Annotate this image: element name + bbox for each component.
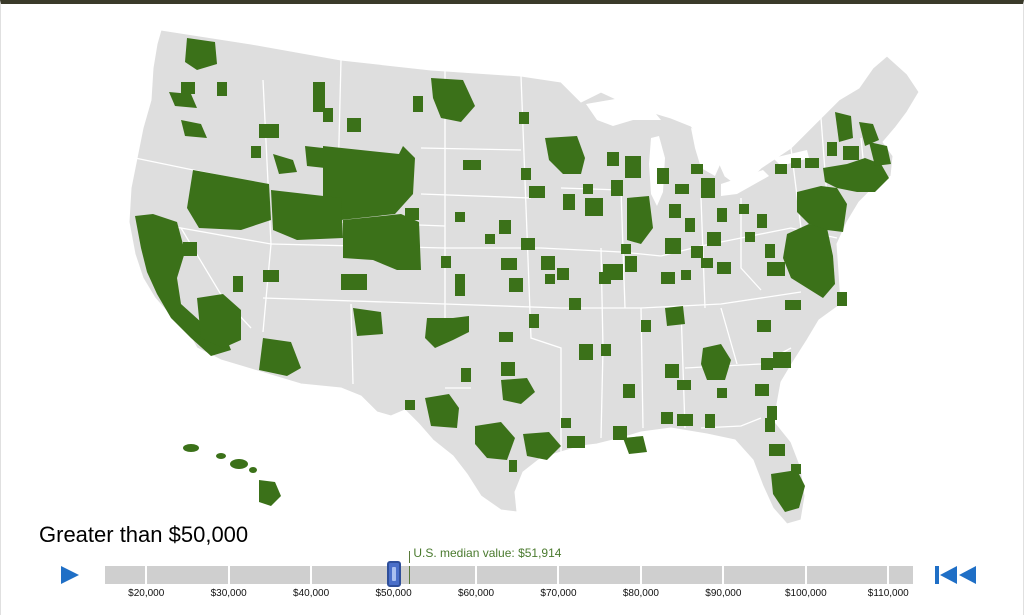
legend-caption: Greater than $50,000 — [39, 522, 249, 547]
lake-erie — [721, 170, 769, 196]
slider-tick-label: $110,000 — [867, 588, 909, 599]
slider-tick-label: $90,000 — [705, 588, 742, 599]
slider-tick — [557, 566, 560, 584]
lake-superior — [586, 98, 661, 126]
slider-tick-label: $70,000 — [540, 588, 577, 599]
slider-tick — [145, 566, 148, 584]
income-slider-track[interactable] — [105, 566, 913, 584]
median-marker — [409, 566, 411, 584]
slider-tick — [310, 566, 313, 584]
highlighted-counties — [135, 38, 891, 512]
rewind-button[interactable] — [933, 565, 979, 585]
slider-tick-label: $60,000 — [457, 588, 495, 599]
slider-tick-label: $80,000 — [622, 588, 659, 599]
rewind-to-start-icon — [935, 566, 976, 584]
play-button[interactable] — [59, 565, 81, 585]
map-svg — [128, 29, 920, 524]
slider-tick-label: $20,000 — [128, 588, 165, 599]
slider-tick — [639, 566, 642, 584]
play-icon — [61, 566, 79, 584]
slider-tick — [804, 566, 807, 584]
slider-tick — [722, 566, 725, 584]
slider-tick-label: $40,000 — [293, 588, 330, 599]
slider-tick — [887, 566, 890, 584]
hawaii-islands — [183, 444, 281, 506]
us-county-map[interactable] — [1, 8, 1024, 524]
median-flag-line — [409, 551, 411, 563]
slider-tick-label: $50,000 — [375, 588, 412, 599]
median-value-label: U.S. median value: $51,914 — [413, 546, 562, 560]
slider-tick-label: $30,000 — [210, 588, 247, 599]
slider-tick-label: $100,000 — [784, 588, 827, 599]
lake-huron — [691, 128, 723, 176]
slider-tick — [227, 566, 230, 584]
slider-tick — [475, 566, 478, 584]
slider-thumb[interactable] — [386, 561, 401, 587]
